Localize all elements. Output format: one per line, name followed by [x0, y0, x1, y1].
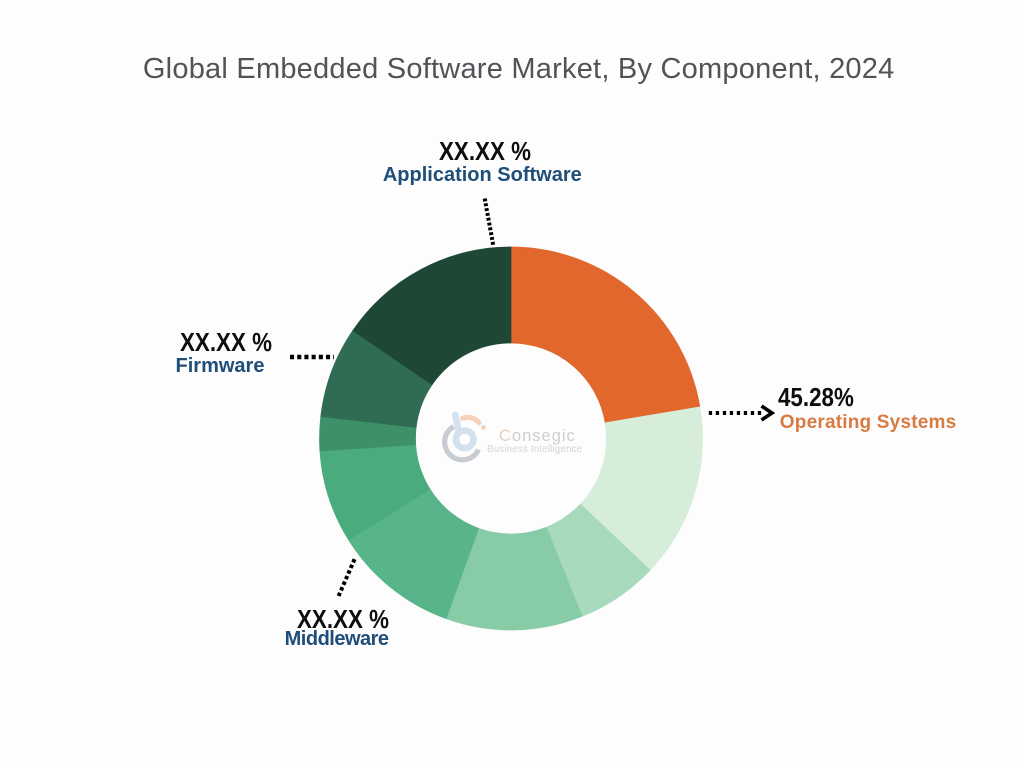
svg-text:Consegic: Consegic [499, 427, 576, 445]
svg-text:Business Intelligence: Business Intelligence [487, 444, 583, 455]
